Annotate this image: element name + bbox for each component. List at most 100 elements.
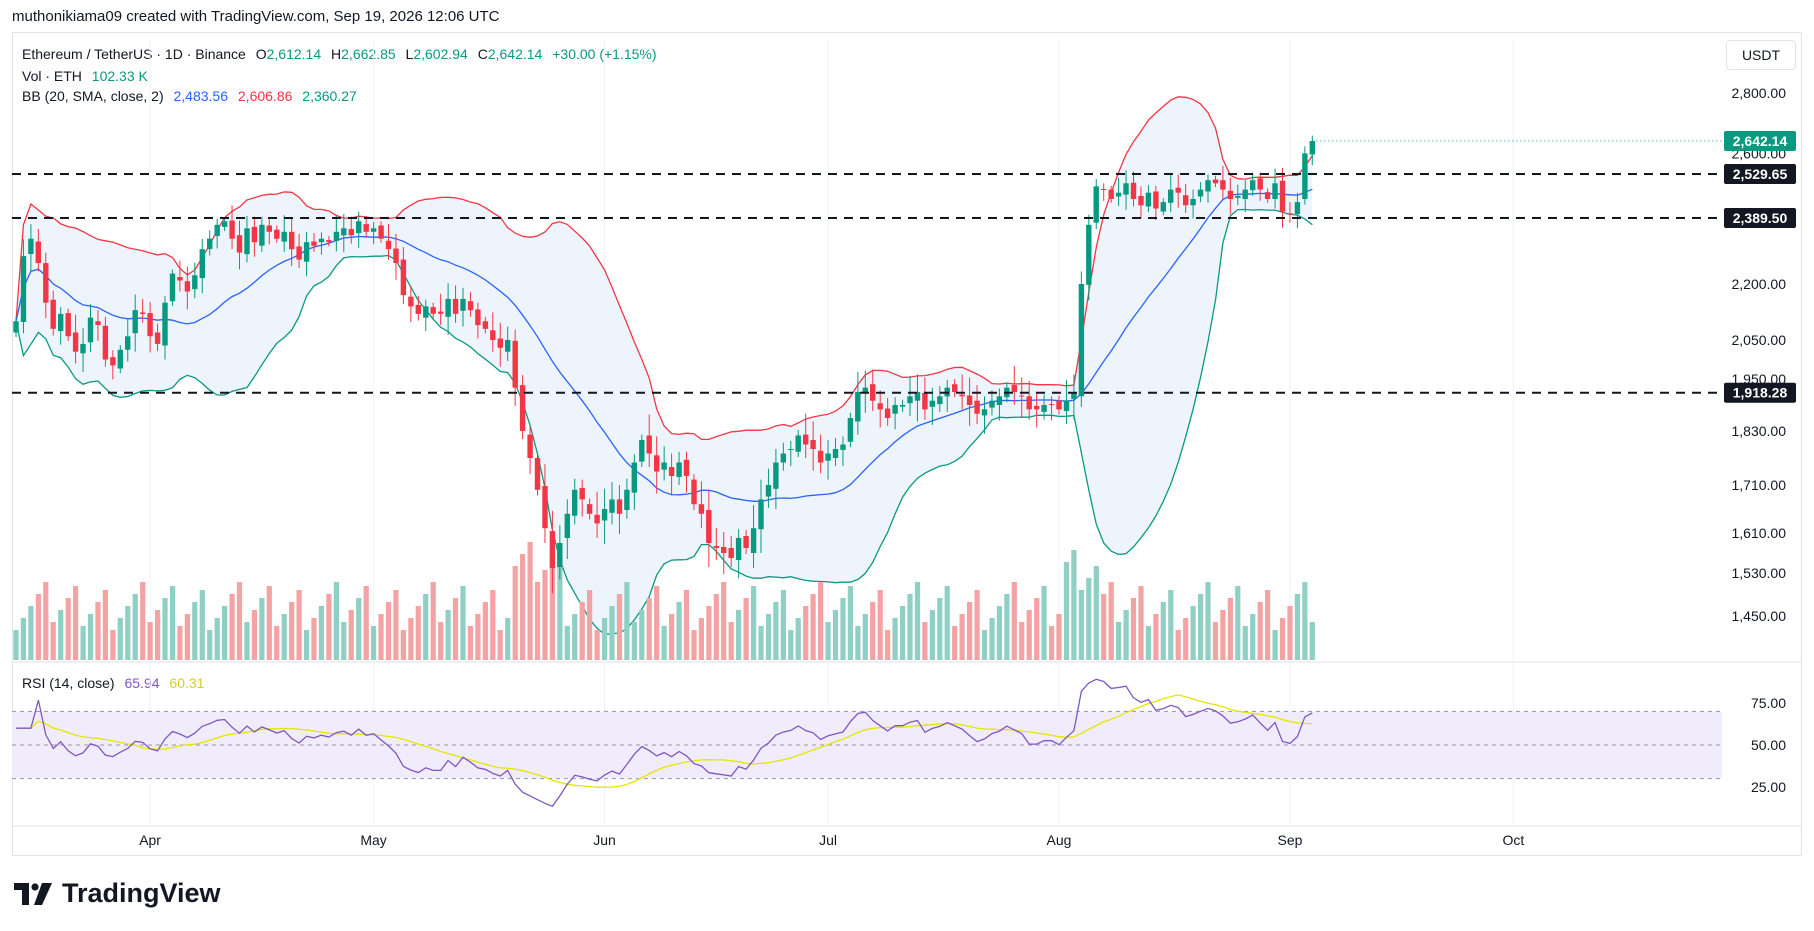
volume-bar [862, 614, 868, 660]
rsi-ma-line [16, 694, 1313, 788]
candle [601, 488, 608, 544]
candle-body [706, 510, 712, 543]
volume-bar [1309, 622, 1315, 660]
candle [467, 292, 474, 317]
volume-bar [400, 630, 406, 660]
volume-bar [751, 586, 757, 660]
candle-body [519, 385, 526, 431]
candle-body [959, 394, 965, 397]
candle [505, 326, 511, 362]
candle-body [795, 435, 801, 452]
candle-body [13, 321, 19, 333]
volume-bar [818, 582, 824, 660]
volume-bar [445, 610, 451, 660]
candle-body [780, 453, 786, 463]
candle [691, 474, 697, 510]
volume-bar [497, 630, 503, 660]
volume-bar [1086, 578, 1092, 660]
volume-bar [192, 602, 198, 660]
candle [1183, 183, 1189, 213]
volume-bar [1093, 566, 1099, 660]
candle-body [199, 249, 205, 279]
volume-bar [1063, 562, 1070, 660]
candle [1063, 379, 1070, 425]
currency-button[interactable]: USDT [1726, 40, 1796, 70]
candle [35, 228, 41, 272]
candle-body [467, 301, 474, 311]
candle-body [542, 486, 548, 529]
volume-bar [609, 606, 615, 660]
candle-body [1048, 404, 1055, 406]
candle-body [1183, 195, 1189, 206]
volume-bar [1175, 630, 1181, 660]
candle [1086, 214, 1092, 301]
candle-body [1041, 405, 1047, 412]
candle [50, 290, 56, 336]
volume-bar [602, 618, 608, 660]
volume-bar [169, 586, 176, 660]
candle [788, 440, 794, 467]
candle [1175, 174, 1181, 208]
volume-bar [1265, 590, 1271, 660]
tradingview-logo[interactable]: TradingView [14, 878, 221, 909]
candle [408, 285, 414, 323]
volume-bar [117, 618, 123, 660]
candle-body [147, 313, 153, 337]
symbol-name[interactable]: Ethereum / TetherUS · 1D · Binance [22, 46, 246, 62]
candle-body [646, 435, 652, 454]
candle-body [1294, 202, 1301, 214]
volume-bar [408, 618, 414, 660]
bb-fill [16, 96, 1313, 635]
time-axis-label: Aug [1047, 832, 1072, 848]
candle [706, 489, 712, 567]
volume-label[interactable]: Vol · ETH [22, 68, 82, 84]
bb-basis-value: 2,483.56 [173, 88, 229, 104]
candle-body [728, 548, 734, 558]
level-tag-bg [1724, 208, 1796, 228]
volume-bar [1153, 614, 1159, 660]
time-axis-label: Oct [1503, 832, 1525, 848]
volume-bar [1279, 618, 1286, 660]
volume-bar [847, 586, 853, 660]
candle-body [221, 221, 228, 227]
volume-bar [907, 594, 913, 660]
volume-bar [28, 606, 34, 660]
volume-bar [758, 626, 764, 660]
volume-bar [356, 598, 362, 660]
volume-bar [810, 594, 816, 660]
volume-bar [207, 630, 213, 660]
candle-body [393, 248, 399, 264]
candle-body [1279, 180, 1286, 212]
candle [236, 220, 243, 270]
candle-body [981, 409, 988, 416]
candle-body [1063, 400, 1070, 412]
candle [43, 252, 49, 319]
candle-body [773, 462, 779, 489]
candle-body [907, 396, 913, 404]
level-tag-label: 2,529.65 [1733, 166, 1788, 182]
candle-body [475, 309, 481, 326]
rsi-value: 65.94 [124, 675, 160, 691]
candle-body [169, 273, 176, 302]
candle-body [1108, 189, 1114, 199]
volume-bar [1078, 590, 1084, 660]
volume-bar [102, 590, 108, 660]
rsi-label[interactable]: RSI (14, close) [22, 675, 115, 691]
candle [609, 482, 615, 525]
time-axis-label: Sep [1277, 832, 1302, 848]
time-axis-label: Jul [819, 832, 837, 848]
candle-body [1235, 195, 1241, 198]
bb-label[interactable]: BB (20, SMA, close, 2) [22, 88, 164, 104]
candle [1272, 168, 1278, 209]
candle-body [1011, 385, 1017, 392]
candle-body [899, 405, 906, 407]
candle [460, 287, 466, 327]
candle [117, 345, 123, 374]
volume-legend: Vol · ETH 102.33 K [22, 68, 154, 84]
candle-body [966, 395, 973, 405]
candle [825, 440, 831, 480]
volume-bar [430, 582, 436, 660]
candle-body [430, 307, 436, 314]
volume-bar [415, 606, 421, 660]
